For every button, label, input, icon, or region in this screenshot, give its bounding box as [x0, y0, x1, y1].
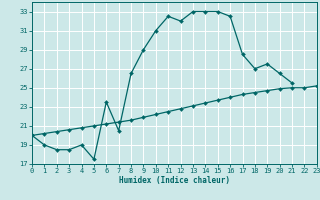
- X-axis label: Humidex (Indice chaleur): Humidex (Indice chaleur): [119, 176, 230, 185]
